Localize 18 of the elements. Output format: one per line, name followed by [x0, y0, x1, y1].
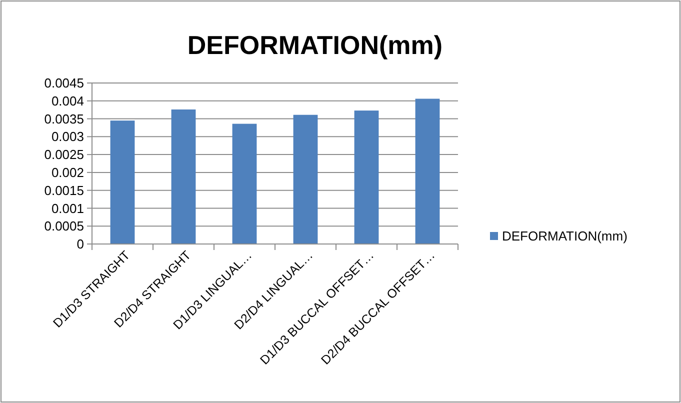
- y-tick-label: 0.004: [51, 93, 84, 108]
- y-tick-label: 0: [76, 236, 84, 252]
- y-tick-label: 0.0045: [44, 76, 84, 91]
- chart-title: DEFORMATION(mm): [187, 30, 443, 60]
- bar: [415, 98, 440, 244]
- legend-label: DEFORMATION(mm): [502, 228, 628, 244]
- y-tick-label: 0.0015: [44, 182, 84, 198]
- bar: [232, 124, 257, 244]
- y-tick-label: 0.002: [51, 164, 84, 180]
- y-tick-label: 0.003: [51, 129, 84, 144]
- bar: [354, 110, 379, 244]
- y-tick-label: 0.0035: [44, 111, 84, 126]
- bar: [293, 114, 318, 244]
- bar: [171, 109, 196, 244]
- y-tick-label: 0.001: [51, 200, 84, 216]
- y-tick-label: 0.0005: [44, 218, 84, 234]
- bar: [110, 120, 135, 244]
- y-tick-label: 0.0025: [44, 147, 84, 162]
